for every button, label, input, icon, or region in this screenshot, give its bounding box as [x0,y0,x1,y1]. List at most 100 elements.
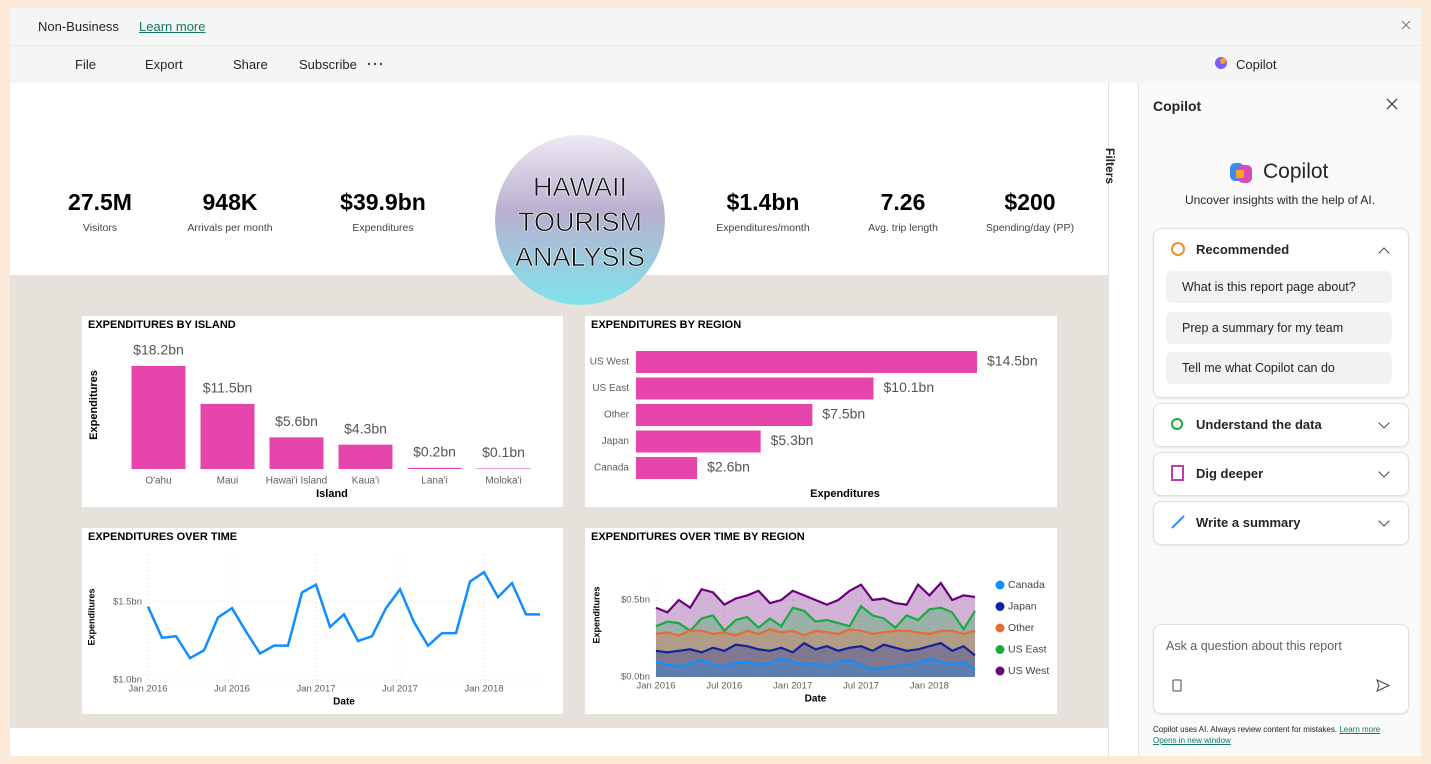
kpi-label: Spending/day (PP) [986,222,1074,234]
prompt[interactable]: Prep a summary for my team [1166,312,1392,344]
legend-swatch [995,580,1005,590]
data-label: $5.3bn [771,432,814,448]
x-tick-label: Hawai'i Island [266,476,327,487]
line [655,641,976,657]
kpi-value: $200 [1004,189,1055,215]
data-label: $0.2bn [413,444,456,460]
x-axis-title: Expenditures [810,488,880,500]
x-axis-title: Date [805,694,827,705]
disclaimer-text: Copilot uses AI. Always review content f… [1153,725,1338,734]
x-tick-label: Jan 2017 [296,684,335,695]
bar [269,437,324,469]
send-icon[interactable] [1376,679,1390,692]
bar [636,404,813,426]
kpi-value: 948K [203,189,258,215]
expand-icon[interactable] [1378,515,1390,527]
data-label: $0.1bn [482,444,525,460]
data-label: $7.5bn [822,406,865,422]
expand-icon[interactable] [1378,466,1390,478]
area [656,658,975,677]
x-tick-label: Maui [217,476,239,487]
legend-label: US West [1008,665,1049,677]
area [656,606,975,677]
banner-text: TOURISM [518,207,642,237]
section-title: Dig deeper [1196,466,1264,481]
subscribe-button[interactable]: Subscribe [299,57,357,72]
expand-icon[interactable] [1378,417,1390,429]
y-tick-label: Other [604,410,630,421]
line [655,628,976,637]
y-tick-label: US West [590,357,629,368]
more-icon[interactable] [367,62,385,66]
kpi-value: $1.4bn [727,189,800,215]
x-tick-label: Jan 2018 [464,684,503,695]
legend-label: US East [1008,643,1047,655]
x-axis-title: Date [333,697,355,708]
y-tick-label: $0.5bn [621,595,650,606]
y-tick-label: $0.0bn [621,672,650,683]
prompt[interactable]: Tell me what Copilot can do [1166,352,1392,384]
chart-title: EXPENDITURES OVER TIME BY REGION [591,531,805,543]
prompt[interactable]: What is this report page about? [1166,271,1392,303]
learn-more-link[interactable]: Learn more [1339,725,1381,734]
legend-label: Japan [1008,600,1037,612]
legend-label: Other [1008,622,1035,634]
bar [338,444,393,469]
banner-text: HAWAII [533,172,627,202]
chart-title: EXPENDITURES OVER TIME [88,531,237,543]
banner-text: ANALYSIS [515,242,645,272]
bar [407,467,462,469]
legend-swatch [995,645,1005,654]
bar [636,430,761,453]
data-label: $2.6bn [707,459,750,475]
icon [1171,418,1183,430]
question-input[interactable]: Ask a question about this report [1153,624,1409,714]
data-label: $5.6bn [275,413,318,429]
x-tick-label: Jan 2016 [128,684,167,695]
section-card[interactable]: Understand the data [1153,403,1409,447]
collapse-icon[interactable] [1378,247,1390,259]
x-tick-label: Lana'i [421,476,447,487]
data-label: $11.5bn [203,380,253,396]
section-title: Understand the data [1196,417,1322,432]
window: Non-Business Learn more File Export Shar… [10,8,1421,756]
icon [1171,515,1185,529]
file-menu[interactable]: File [75,57,96,72]
line [655,657,976,671]
kpi-label: Avg. trip length [868,222,938,234]
legend-swatch [995,623,1005,633]
new-window-link[interactable]: Opens in new window [1153,736,1231,745]
kpi-label: Expenditures [352,222,413,234]
x-axis-title: Island [316,488,348,500]
line [655,604,976,633]
x-tick-label: Jan 2017 [773,681,812,692]
x-tick-label: Jul 2016 [706,681,742,692]
y-axis-title: Expenditures [88,370,100,440]
workspace: Non-Business [38,19,119,34]
close-icon[interactable] [1401,20,1411,30]
section-card[interactable]: Write a summary [1153,501,1409,545]
section-card[interactable]: Dig deeper [1153,452,1409,496]
data-label: $14.5bn [987,353,1038,369]
y-tick-label: Canada [594,463,629,474]
kpi-value: 7.26 [881,189,926,215]
bar [476,468,531,469]
x-tick-label: Jul 2017 [843,681,879,692]
chart-title: EXPENDITURES BY ISLAND [88,319,236,331]
y-axis-title: Expenditures [86,588,96,645]
learn-more-link[interactable]: Learn more [139,19,206,34]
copilot-button[interactable]: Copilot [1236,57,1277,72]
kpi-label: Visitors [83,222,117,234]
copilot-logo [1230,163,1252,183]
y-tick-label: US East [592,383,629,394]
share-button[interactable]: Share [233,57,268,72]
export-menu[interactable]: Export [145,57,183,72]
section-title: Write a summary [1196,515,1301,530]
legend-swatch [995,666,1005,676]
filters-pane[interactable]: Filters [1103,148,1117,185]
data-label: $4.3bn [344,420,387,436]
prompt-guide-icon[interactable] [1172,679,1182,692]
close-pane[interactable] [1386,98,1398,110]
kpi-label: Arrivals per month [187,222,272,234]
